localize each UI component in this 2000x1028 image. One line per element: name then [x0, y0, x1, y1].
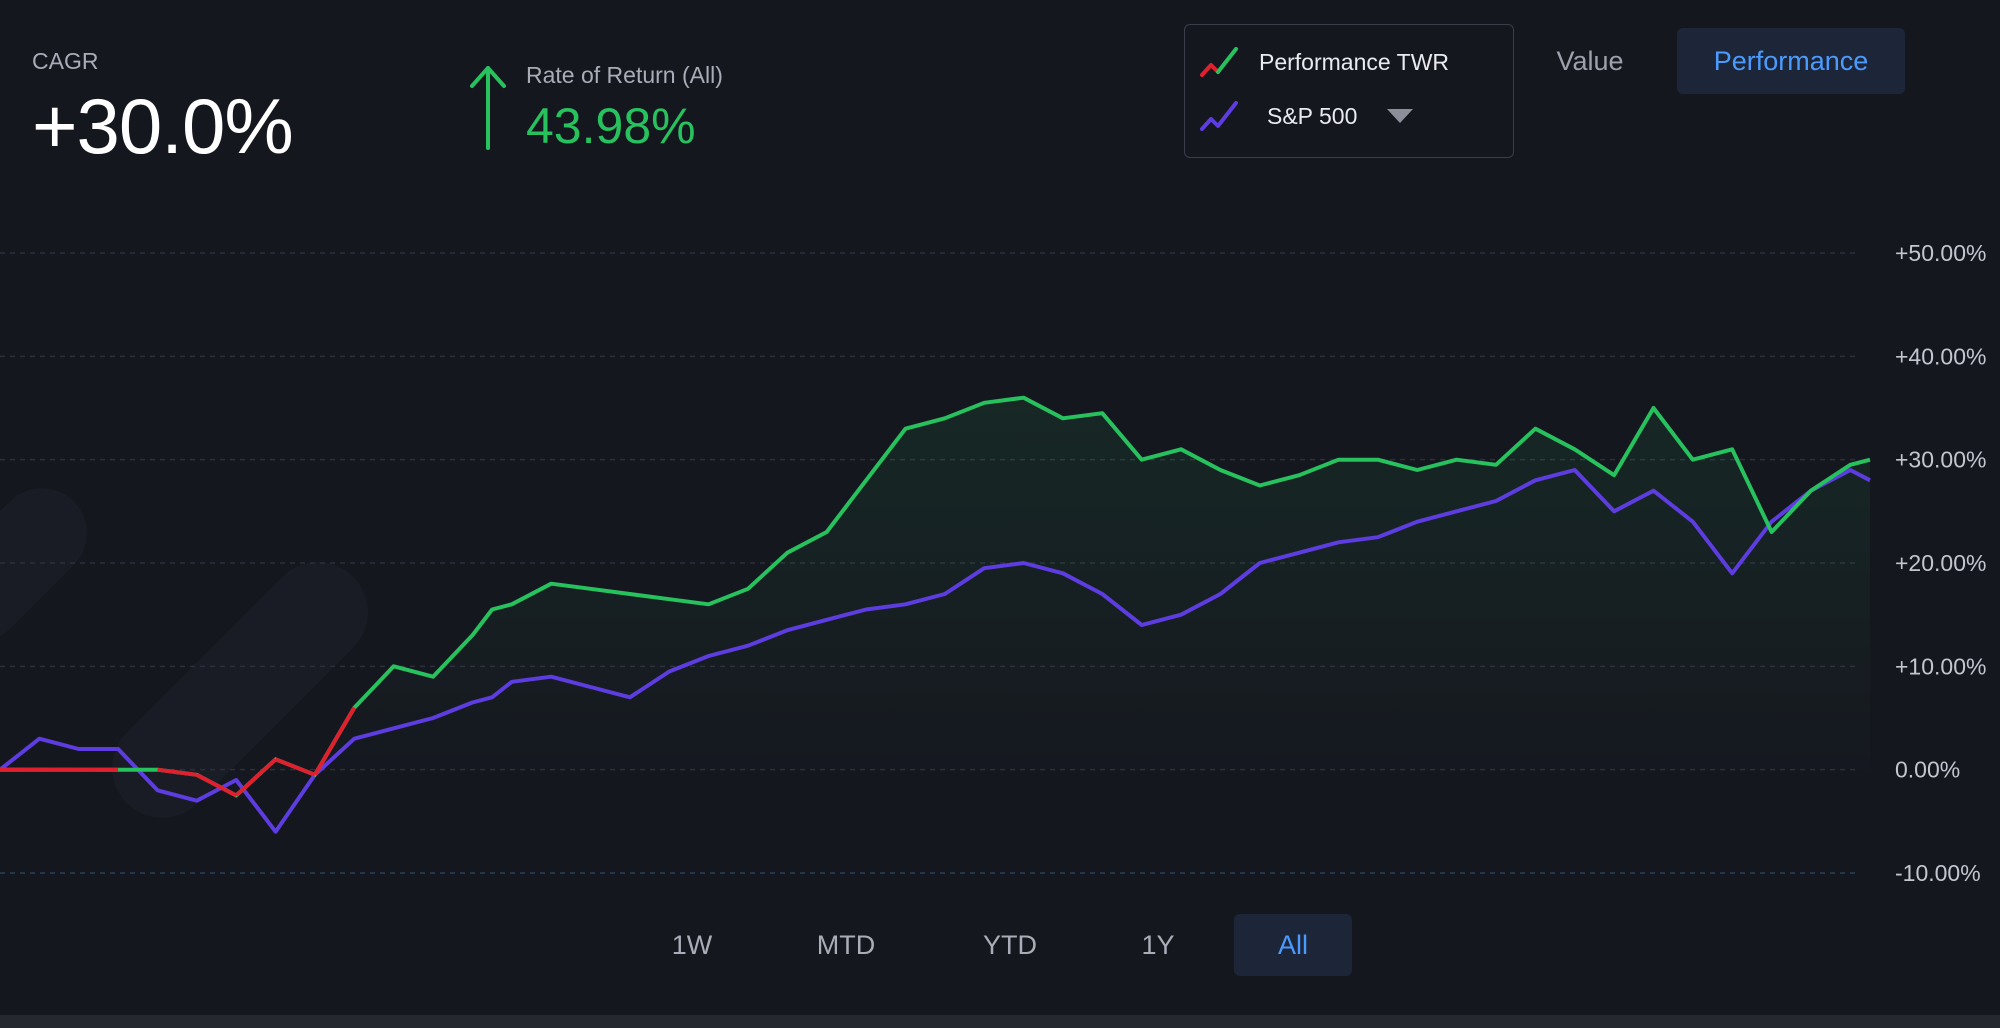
- range-button-ytd[interactable]: YTD: [983, 930, 1037, 960]
- rate-of-return-stat: Rate of Return (All) 43.98%: [466, 62, 723, 155]
- range-button-1y[interactable]: 1Y: [1141, 930, 1175, 960]
- toggle-value[interactable]: Value: [1556, 46, 1624, 76]
- y-tick-label: +10.00%: [1895, 653, 1986, 679]
- legend-label-performance-twr: Performance TWR: [1259, 48, 1450, 75]
- rate-of-return-value: 43.98%: [526, 98, 696, 154]
- footer-bar: [0, 1015, 2000, 1028]
- toggle-performance[interactable]: Performance: [1677, 28, 1905, 94]
- y-tick-label: +30.00%: [1895, 447, 1986, 473]
- y-tick-label: +50.00%: [1895, 240, 1986, 266]
- y-tick-label: -10.00%: [1895, 860, 1981, 886]
- range-button-mtd[interactable]: MTD: [816, 930, 876, 960]
- trend-line-icon: [1200, 47, 1238, 77]
- chart-legend: Performance TWR S&P 500: [1184, 24, 1514, 158]
- y-tick-label: +20.00%: [1895, 550, 1986, 576]
- performance-chart: +50.00% +40.00% +30.00% +20.00% +10.00% 0.00%…: [0, 240, 1986, 886]
- y-tick-label: 0.00%: [1895, 757, 1960, 783]
- y-axis-ticks: +50.00% +40.00% +30.00% +20.00% +10.00% 0.00%…: [1895, 240, 1986, 886]
- range-button-all[interactable]: All: [1234, 914, 1352, 976]
- range-button-1w[interactable]: 1W: [671, 930, 713, 960]
- rate-of-return-label: Rate of Return (All): [526, 62, 723, 88]
- arrow-up-icon: [470, 66, 506, 150]
- chevron-down-icon[interactable]: [1387, 109, 1414, 123]
- legend-item-sp500[interactable]: S&P 500: [1199, 99, 1414, 133]
- trend-line-icon: [1200, 101, 1238, 131]
- cagr-stat: CAGR +30.0%: [32, 48, 294, 172]
- legend-item-performance-twr[interactable]: Performance TWR: [1199, 45, 1449, 79]
- cagr-value: +30.0%: [32, 82, 294, 170]
- cagr-label: CAGR: [32, 48, 99, 74]
- series-line-sp500: [0, 468, 1871, 834]
- legend-label-sp500: S&P 500: [1267, 102, 1358, 129]
- series-line-performance-twr-negative: [0, 706, 357, 798]
- y-tick-label: +40.00%: [1895, 343, 1986, 369]
